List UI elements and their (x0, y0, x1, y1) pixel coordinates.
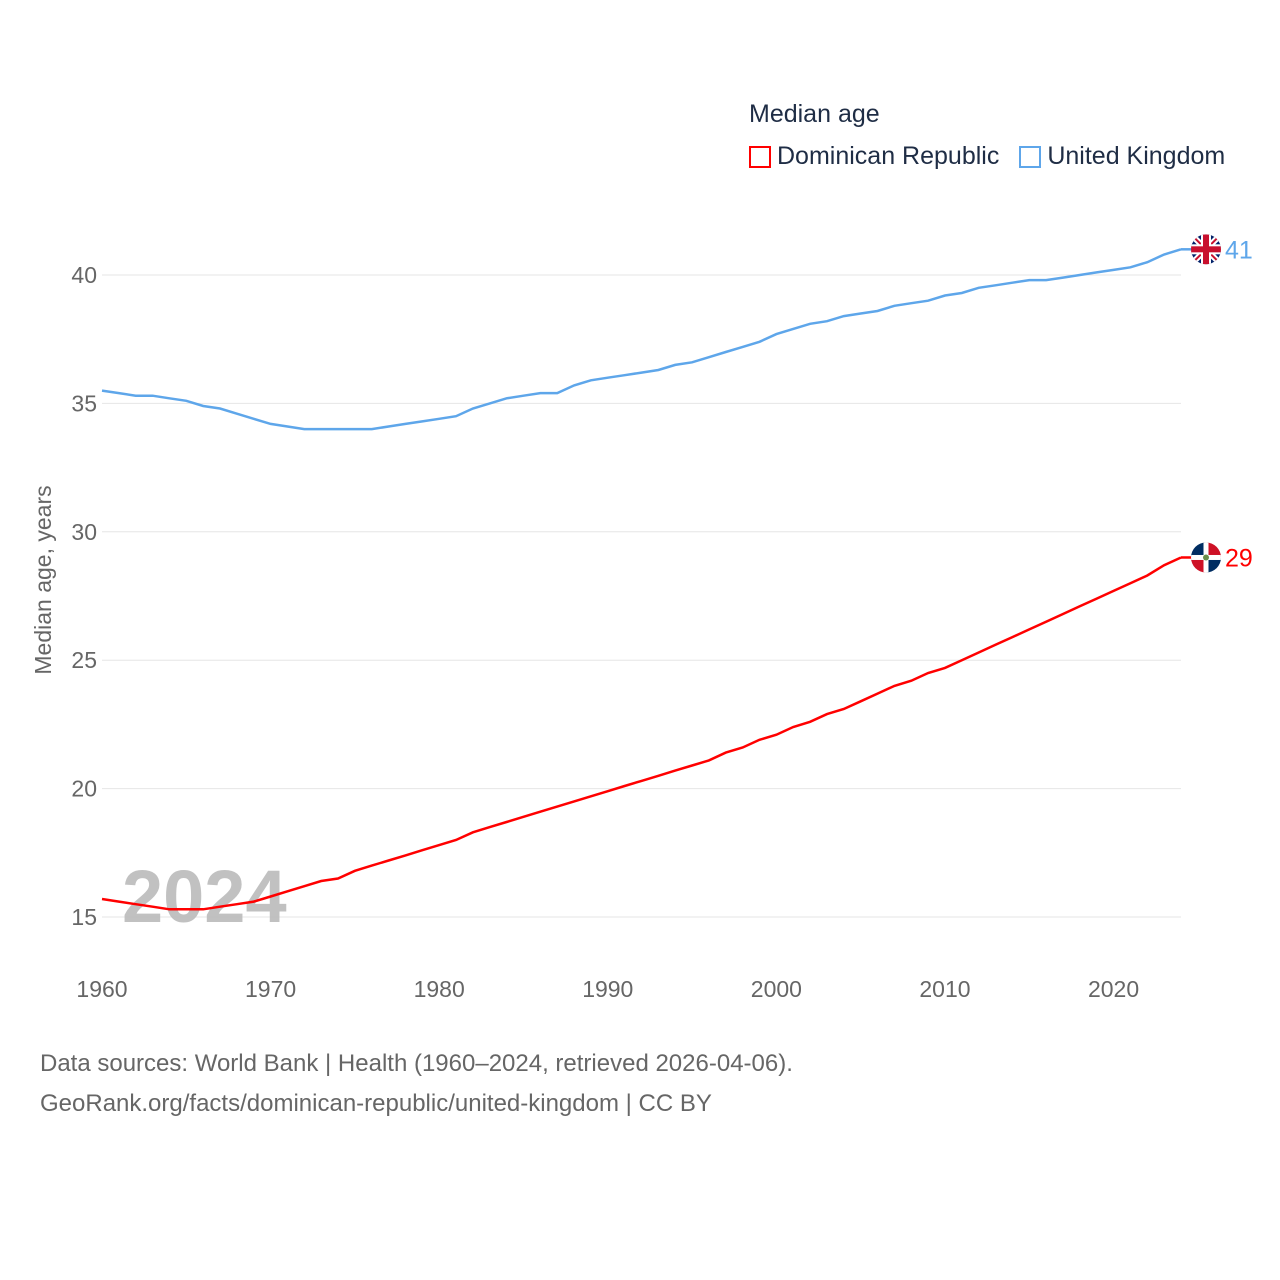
data-sources-text: Data sources: World Bank | Health (1960–… (40, 1050, 793, 1077)
united-kingdom-flag-icon (1191, 234, 1221, 265)
legend: Dominican Republic United Kingdom (749, 142, 1225, 171)
y-tick-label: 20 (71, 776, 97, 802)
y-tick-label: 35 (71, 390, 97, 416)
x-tick-label: 1990 (582, 976, 633, 1002)
x-tick-label: 1980 (414, 976, 465, 1002)
series-line-united-kingdom (101, 248, 1182, 431)
legend-title: Median age (749, 100, 880, 128)
year-watermark: 2024 (122, 855, 287, 938)
y-axis-label: Median age, years (30, 485, 56, 674)
legend-label: United Kingdom (1047, 142, 1226, 170)
source-link[interactable]: GeoRank.org/facts/dominican-republic/uni… (40, 1090, 712, 1117)
y-tick-label: 40 (71, 262, 97, 288)
legend-label: Dominican Republic (777, 142, 1000, 170)
dominican-republic-flag-icon (1191, 542, 1221, 573)
x-tick-label: 2010 (919, 976, 970, 1002)
x-tick-label: 2020 (1088, 976, 1139, 1002)
legend-item-united-kingdom[interactable]: United Kingdom (1019, 142, 1225, 171)
legend-swatch (749, 145, 771, 168)
x-tick-label: 1970 (245, 976, 296, 1002)
y-tick-label: 25 (71, 647, 97, 673)
y-tick-label: 15 (71, 904, 97, 930)
end-value-label: 29 (1225, 544, 1253, 572)
end-value-label: 41 (1225, 236, 1253, 264)
footer: Data sources: World Bank | Health (1960–… (40, 1044, 793, 1124)
x-tick-label: 2000 (751, 976, 802, 1002)
y-tick-label: 30 (71, 519, 97, 545)
x-tick-label: 1960 (76, 976, 127, 1002)
legend-item-dominican-republic[interactable]: Dominican Republic (749, 142, 999, 171)
legend-swatch (1019, 145, 1042, 168)
series-line-dominican-republic (101, 556, 1182, 911)
